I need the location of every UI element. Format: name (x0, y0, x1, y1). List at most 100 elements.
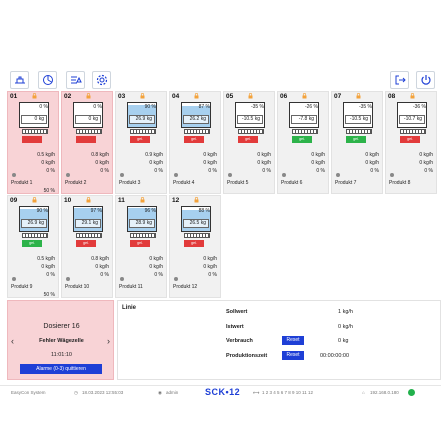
lock-icon (140, 93, 145, 99)
lock-icon (302, 93, 307, 99)
system-name: EasyCon System (11, 390, 46, 395)
settings-button[interactable] (92, 71, 111, 89)
doser-status-badge: gel. (346, 136, 366, 143)
doser-card[interactable]: 11 96 % 28.9 kg gel. 0 kg/h 0 kg/h 0 % P… (115, 195, 167, 298)
fill-percent: 90 % (36, 208, 48, 214)
doser-card[interactable]: 01 0 % 0 kg 0.5 kg/h 0 kg/h 0 % Produkt … (7, 91, 59, 194)
doser-card[interactable]: 08 -36 % -10.7 kg gel. 0 kg/h 0 kg/h 0 %… (385, 91, 437, 194)
actual-percent: 0 % (46, 168, 55, 174)
list-settings-button[interactable] (66, 71, 85, 89)
setpoint-rate: 0 kg/h (203, 152, 217, 158)
fill-percent: 96 % (144, 208, 156, 214)
scale-settings-button[interactable] (10, 71, 29, 89)
product-name: Produkt 7 (335, 180, 357, 186)
acknowledge-alarms-button[interactable]: Alarme (0-3) quittieren (20, 364, 102, 374)
chevron-left-icon[interactable]: ‹ (11, 336, 14, 346)
gear-icon (96, 74, 107, 86)
actual-rate: 0 kg/h (95, 160, 109, 166)
hopper: -26 % -7.8 kg (289, 102, 319, 128)
actual-rate: 0 kg/h (365, 160, 379, 166)
fill-weight: 0 kg (21, 115, 47, 124)
screw-conveyor (76, 233, 102, 238)
doser-number: 07 (334, 93, 342, 100)
power-icon (420, 75, 431, 85)
power-button[interactable] (416, 71, 435, 89)
hopper: 90 % 26.9 kg (19, 206, 49, 232)
actual-percent: 0 % (154, 272, 163, 278)
status-dot (120, 173, 124, 177)
doser-status-badge: gel. (292, 136, 312, 143)
doser-card[interactable]: 05 -35 % -10.5 kg gel. 0 kg/h 0 kg/h 0 %… (223, 91, 275, 194)
verbrauch-value: 0 kg (338, 338, 349, 344)
actual-percent: 0 % (424, 168, 433, 174)
doser-card[interactable]: 02 0 % 0 kg 0.8 kg/h 0 kg/h 0 % Produkt … (61, 91, 113, 194)
setpoint-rate: 0 kg/h (149, 256, 163, 262)
clock-icon: ◷ (74, 390, 78, 395)
doser-number: 01 (10, 93, 18, 100)
fill-percent: -36 % (412, 104, 426, 110)
doser-card[interactable]: 03 90 % 26.9 kg gel. 0.9 kg/h 0 kg/h 0 %… (115, 91, 167, 194)
hopper: 0 % 0 kg (19, 102, 49, 128)
hopper: 0 % 0 kg (73, 102, 103, 128)
actual-percent: 0 % (100, 168, 109, 174)
setpoint-rate: 0.9 kg/h (145, 152, 163, 158)
user-name: admin (166, 390, 179, 395)
product-name: Produkt 9 (11, 284, 33, 290)
setpoint-rate: 0 kg/h (419, 152, 433, 158)
chevron-right-icon[interactable]: › (107, 336, 110, 346)
hopper: 90 % 26.9 kg (127, 102, 157, 128)
network-icon: ⟷ (253, 390, 260, 395)
lock-icon (194, 197, 199, 203)
product-name: Produkt 4 (173, 180, 195, 186)
actual-percent: 0 % (370, 168, 379, 174)
reset-produktionszeit-button[interactable]: Reset (282, 351, 304, 360)
product-name: Produkt 12 (173, 284, 198, 290)
doser-status-badge: gel. (130, 136, 150, 143)
status-dot (12, 173, 16, 177)
setpoint-rate: 0.5 kg/h (37, 256, 55, 262)
doser-card[interactable]: 07 -35 % -10.5 kg gel. 0 kg/h 0 kg/h 0 %… (331, 91, 383, 194)
fill-percent: 88 % (198, 208, 210, 214)
product-name: Produkt 8 (389, 180, 411, 186)
actual-percent: 0 % (46, 272, 55, 278)
hopper: -36 % -10.7 kg (397, 102, 427, 128)
status-dot (174, 173, 178, 177)
verbrauch-label: Verbrauch (226, 338, 253, 344)
screw-conveyor (130, 129, 156, 134)
actual-percent: 0 % (100, 272, 109, 278)
doser-status-badge (22, 136, 42, 143)
chart-button[interactable] (38, 71, 57, 89)
setpoint-rate: 0.5 kg/h (37, 152, 55, 158)
setpoint-rate: 0 kg/h (203, 256, 217, 262)
lock-icon (140, 197, 145, 203)
doser-card[interactable]: 04 87 % 26.2 kg gel. 0 kg/h 0 kg/h 0 % P… (169, 91, 221, 194)
chart-icon (42, 75, 53, 85)
product-share: 50 % (43, 188, 55, 194)
doser-card[interactable]: 10 97 % 29.1 kg gel. 0.8 kg/h 0 kg/h 0 %… (61, 195, 113, 298)
screw-conveyor (292, 129, 318, 134)
doser-status-badge: gel. (22, 240, 42, 247)
doser-card[interactable]: 12 88 % 26.5 kg gel. 0 kg/h 0 kg/h 0 % P… (169, 195, 221, 298)
lock-icon (194, 93, 199, 99)
product-name: Produkt 1 (11, 180, 33, 186)
status-dot (390, 173, 394, 177)
actual-rate: 0 kg/h (149, 264, 163, 270)
doser-card[interactable]: 09 90 % 26.9 kg gel. 0.5 kg/h 0 kg/h 0 %… (7, 195, 59, 298)
fill-percent: -26 % (304, 104, 318, 110)
istwert-value: 0 kg/h (338, 324, 353, 330)
doser-card[interactable]: 06 -26 % -7.8 kg gel. 0 kg/h 0 kg/h 0 % … (277, 91, 329, 194)
actual-percent: 0 % (208, 272, 217, 278)
doser-status-badge: gel. (184, 136, 204, 143)
ip-address: 192.168.0.180 (370, 390, 399, 395)
reset-verbrauch-button[interactable]: Reset (282, 336, 304, 345)
lock-icon (86, 197, 91, 203)
actual-rate: 0 kg/h (41, 160, 55, 166)
fill-weight: -10.5 kg (237, 115, 263, 124)
doser-numbers: 1 2 3 4 5 6 7 8 9 10 11 12 (262, 390, 313, 395)
actual-percent: 0 % (208, 168, 217, 174)
doser-number: 10 (64, 197, 72, 204)
logo: SCK•12 (205, 387, 241, 397)
actual-rate: 0 kg/h (95, 264, 109, 270)
actual-rate: 0 kg/h (203, 264, 217, 270)
logout-button[interactable] (390, 71, 409, 89)
